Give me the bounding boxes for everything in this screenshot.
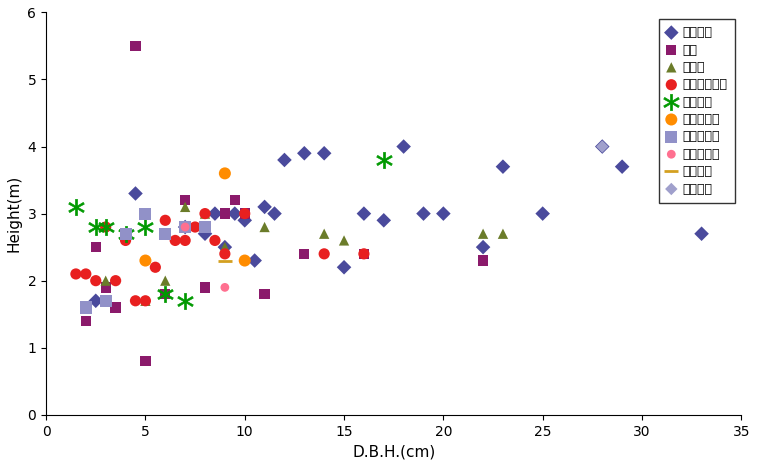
윤노리나무 (139, 210, 151, 217)
구상나무 (199, 230, 211, 238)
X-axis label: D.B.H.(cm): D.B.H.(cm) (352, 444, 435, 459)
팩배나무 (139, 223, 151, 231)
사스레나무 (238, 257, 251, 264)
구상나무 (129, 190, 142, 197)
주목 (139, 357, 151, 365)
산개붣지나무 (238, 210, 251, 217)
산개붣지나무 (89, 277, 101, 284)
산개붣지나무 (100, 223, 112, 231)
구상나무 (279, 156, 291, 164)
산개붣지나무 (189, 223, 201, 231)
주목 (79, 317, 92, 325)
구상나무 (219, 243, 231, 251)
주목 (238, 210, 251, 217)
팩배나무 (378, 156, 390, 164)
구상나무 (358, 210, 370, 217)
마가목 (199, 210, 211, 217)
마가목 (179, 203, 192, 211)
마가목 (219, 243, 231, 251)
윤노리나무 (100, 297, 112, 304)
산개붣지나무 (70, 270, 82, 278)
노린재나무 (219, 284, 231, 291)
팩배나무 (120, 230, 132, 238)
팩배나무 (70, 203, 82, 211)
구상나무 (318, 150, 330, 157)
주목 (159, 290, 171, 298)
주목 (120, 230, 132, 238)
주목 (477, 257, 489, 264)
마가목 (159, 277, 171, 284)
구상나무 (298, 150, 310, 157)
팩배나무 (89, 223, 101, 231)
산개붣지나무 (139, 297, 151, 304)
쿠릍나무 (597, 143, 609, 150)
주목 (229, 197, 241, 204)
주목 (100, 284, 112, 291)
구상나무 (269, 210, 281, 217)
산개붣지나무 (169, 237, 181, 244)
마가목 (338, 237, 350, 244)
팩배나무 (179, 297, 192, 304)
주목 (298, 250, 310, 258)
산개붣지나무 (120, 237, 132, 244)
주목 (358, 250, 370, 258)
마가목 (318, 230, 330, 238)
윤노리나무 (179, 223, 192, 231)
주목 (219, 210, 231, 217)
Y-axis label: Height(m): Height(m) (7, 175, 22, 252)
팩배나무 (159, 290, 171, 298)
마가목 (497, 230, 509, 238)
사스레나무 (139, 257, 151, 264)
산개붣지나무 (110, 277, 122, 284)
산개붣지나무 (358, 250, 370, 258)
마가목 (100, 277, 112, 284)
구상나무 (616, 163, 628, 171)
주목 (179, 197, 192, 204)
구상나무 (338, 264, 350, 271)
구상나무 (259, 203, 271, 211)
주목 (129, 42, 142, 50)
구상나무 (477, 243, 489, 251)
구상나무 (696, 230, 708, 238)
구상나무 (248, 257, 260, 264)
산개붣지나무 (159, 217, 171, 224)
노린재나무 (179, 223, 192, 231)
산개붣지나무 (179, 237, 192, 244)
구상나무 (497, 163, 509, 171)
구상나무 (179, 223, 192, 231)
Legend: 구상나무, 주목, 마가목, 산개붣지나무, 팩배나무, 사스레나무, 윤노리나무, 노린재나무, 산딸나무, 쿠릍나무: 구상나무, 주목, 마가목, 산개붣지나무, 팩배나무, 사스레나무, 윤노리나… (659, 19, 735, 203)
주목 (199, 284, 211, 291)
산개붣지나무 (219, 250, 231, 258)
주목 (259, 290, 271, 298)
산개붣지나무 (199, 210, 211, 217)
윤노리나무 (199, 223, 211, 231)
구상나무 (438, 210, 450, 217)
구상나무 (229, 210, 241, 217)
윤노리나무 (79, 304, 92, 311)
산개붣지나무 (79, 270, 92, 278)
구상나무 (209, 210, 221, 217)
마가목 (259, 223, 271, 231)
주목 (110, 304, 122, 311)
구상나무 (397, 143, 410, 150)
산개붣지나무 (318, 250, 330, 258)
구상나무 (417, 210, 429, 217)
산개붣지나무 (209, 237, 221, 244)
주목 (89, 243, 101, 251)
윤노리나무 (120, 230, 132, 238)
구상나무 (378, 217, 390, 224)
구상나무 (238, 217, 251, 224)
구상나무 (89, 297, 101, 304)
구상나무 (597, 143, 609, 150)
산개붣지나무 (129, 297, 142, 304)
구상나무 (537, 210, 549, 217)
윤노리나무 (159, 230, 171, 238)
사스레나무 (219, 170, 231, 177)
마가목 (477, 230, 489, 238)
마가목 (139, 297, 151, 304)
산개붣지나무 (149, 264, 161, 271)
팩배나무 (100, 223, 112, 231)
